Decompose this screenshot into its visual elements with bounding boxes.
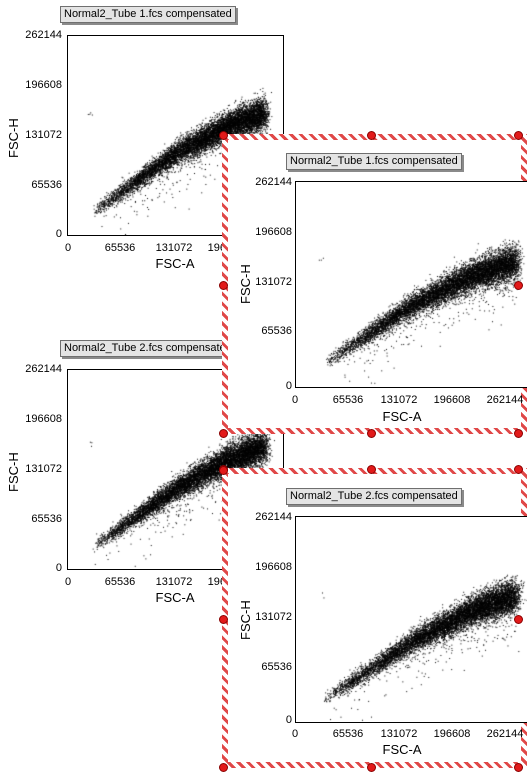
resize-handle[interactable] <box>367 763 376 772</box>
scatter-points <box>296 517 527 722</box>
resize-handle[interactable] <box>514 429 523 438</box>
resize-handle[interactable] <box>219 466 228 475</box>
x-tick-label: 131072 <box>380 728 418 740</box>
y-tick-label: 0 <box>55 562 62 574</box>
resize-handle[interactable] <box>219 429 228 438</box>
x-tick-label: 65536 <box>104 242 136 254</box>
y-tick-label: 0 <box>285 714 292 726</box>
y-tick-label: 65536 <box>261 661 292 673</box>
x-tick-label: 0 <box>64 576 72 588</box>
y-tick-label: 131072 <box>255 611 292 623</box>
plot-title: Normal2_Tube 2.fcs compensated <box>60 340 236 357</box>
y-tick-label: 131072 <box>25 463 62 475</box>
x-axis-label: FSC-A <box>155 590 195 605</box>
x-tick-label: 196608 <box>433 394 471 406</box>
x-tick-label: 262144 <box>486 728 524 740</box>
resize-handle[interactable] <box>219 281 228 290</box>
resize-handle[interactable] <box>219 763 228 772</box>
resize-handle[interactable] <box>219 615 228 624</box>
resize-handle[interactable] <box>367 465 376 474</box>
resize-handle[interactable] <box>219 131 228 140</box>
plot-title: Normal2_Tube 1.fcs compensated <box>286 153 462 170</box>
y-tick-label: 196608 <box>255 561 292 573</box>
y-tick-label: 65536 <box>31 513 62 525</box>
y-tick-label: 196608 <box>25 79 62 91</box>
x-tick-label: 65536 <box>104 576 136 588</box>
x-tick-label: 131072 <box>155 576 193 588</box>
resize-handle[interactable] <box>367 131 376 140</box>
y-tick-label: 65536 <box>31 179 62 191</box>
x-tick-label: 131072 <box>155 242 193 254</box>
y-tick-label: 131072 <box>255 276 292 288</box>
y-tick-label: 196608 <box>25 413 62 425</box>
y-tick-label: 196608 <box>255 226 292 238</box>
plot-axes <box>295 181 527 388</box>
selected-plot-frame-tube1[interactable]: Normal2_Tube 1.fcs compensated FSC-H FSC… <box>222 134 527 434</box>
y-tick-label: 0 <box>55 228 62 240</box>
resize-handle[interactable] <box>514 763 523 772</box>
x-axis-label: FSC-A <box>155 256 195 271</box>
y-tick-label: 262144 <box>255 511 292 523</box>
y-tick-label: 262144 <box>25 363 62 375</box>
x-tick-label: 0 <box>291 394 299 406</box>
x-axis-label: FSC-A <box>382 409 422 424</box>
y-tick-label: 131072 <box>25 129 62 141</box>
resize-handle[interactable] <box>514 131 523 140</box>
resize-handle[interactable] <box>514 615 523 624</box>
selected-plot-frame-tube2[interactable]: Normal2_Tube 2.fcs compensated FSC-H FSC… <box>222 468 527 768</box>
resize-handle[interactable] <box>514 281 523 290</box>
y-tick-label: 65536 <box>261 325 292 337</box>
x-tick-label: 65536 <box>332 394 364 406</box>
x-tick-label: 262144 <box>486 394 524 406</box>
y-tick-label: 0 <box>285 380 292 392</box>
y-tick-label: 262144 <box>25 29 62 41</box>
plot-axes <box>295 516 527 723</box>
y-tick-label: 262144 <box>255 176 292 188</box>
plot-title: Normal2_Tube 1.fcs compensated <box>60 6 236 23</box>
plot-title: Normal2_Tube 2.fcs compensated <box>286 488 462 505</box>
x-tick-label: 0 <box>291 728 299 740</box>
resize-handle[interactable] <box>514 465 523 474</box>
x-tick-label: 65536 <box>332 728 364 740</box>
x-tick-label: 196608 <box>433 728 471 740</box>
resize-handle[interactable] <box>367 429 376 438</box>
x-tick-label: 0 <box>64 242 72 254</box>
x-axis-label: FSC-A <box>382 742 422 757</box>
x-tick-label: 131072 <box>380 394 418 406</box>
scatter-points <box>296 182 527 387</box>
